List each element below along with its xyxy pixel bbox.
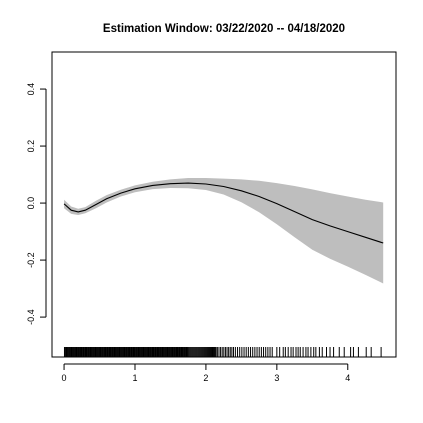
fit-line xyxy=(63,182,384,244)
y-tick-label: 0.2 xyxy=(26,140,36,153)
rug-layer xyxy=(63,347,382,357)
y-axis: -0.4 -0.2 0.0 0.2 0.4 xyxy=(26,83,47,325)
plot-frame xyxy=(51,51,397,358)
x-tick-label: 4 xyxy=(345,373,350,383)
x-tick-label: 2 xyxy=(203,373,208,383)
x-axis: 0 1 2 3 4 xyxy=(62,363,350,383)
y-tick-label: 0.0 xyxy=(26,197,36,210)
chart-title: Estimation Window: 03/22/2020 -- 04/18/2… xyxy=(103,23,345,35)
x-tick-label: 3 xyxy=(274,373,279,383)
y-tick-label: -0.2 xyxy=(26,252,36,268)
x-tick-label: 0 xyxy=(62,373,67,383)
confidence-band-layer xyxy=(64,178,384,284)
fit-line-layer xyxy=(63,182,384,244)
confidence-band xyxy=(64,178,384,284)
y-tick-label: 0.4 xyxy=(26,83,36,96)
x-tick-label: 1 xyxy=(132,373,137,383)
y-tick-label: -0.4 xyxy=(26,309,36,325)
